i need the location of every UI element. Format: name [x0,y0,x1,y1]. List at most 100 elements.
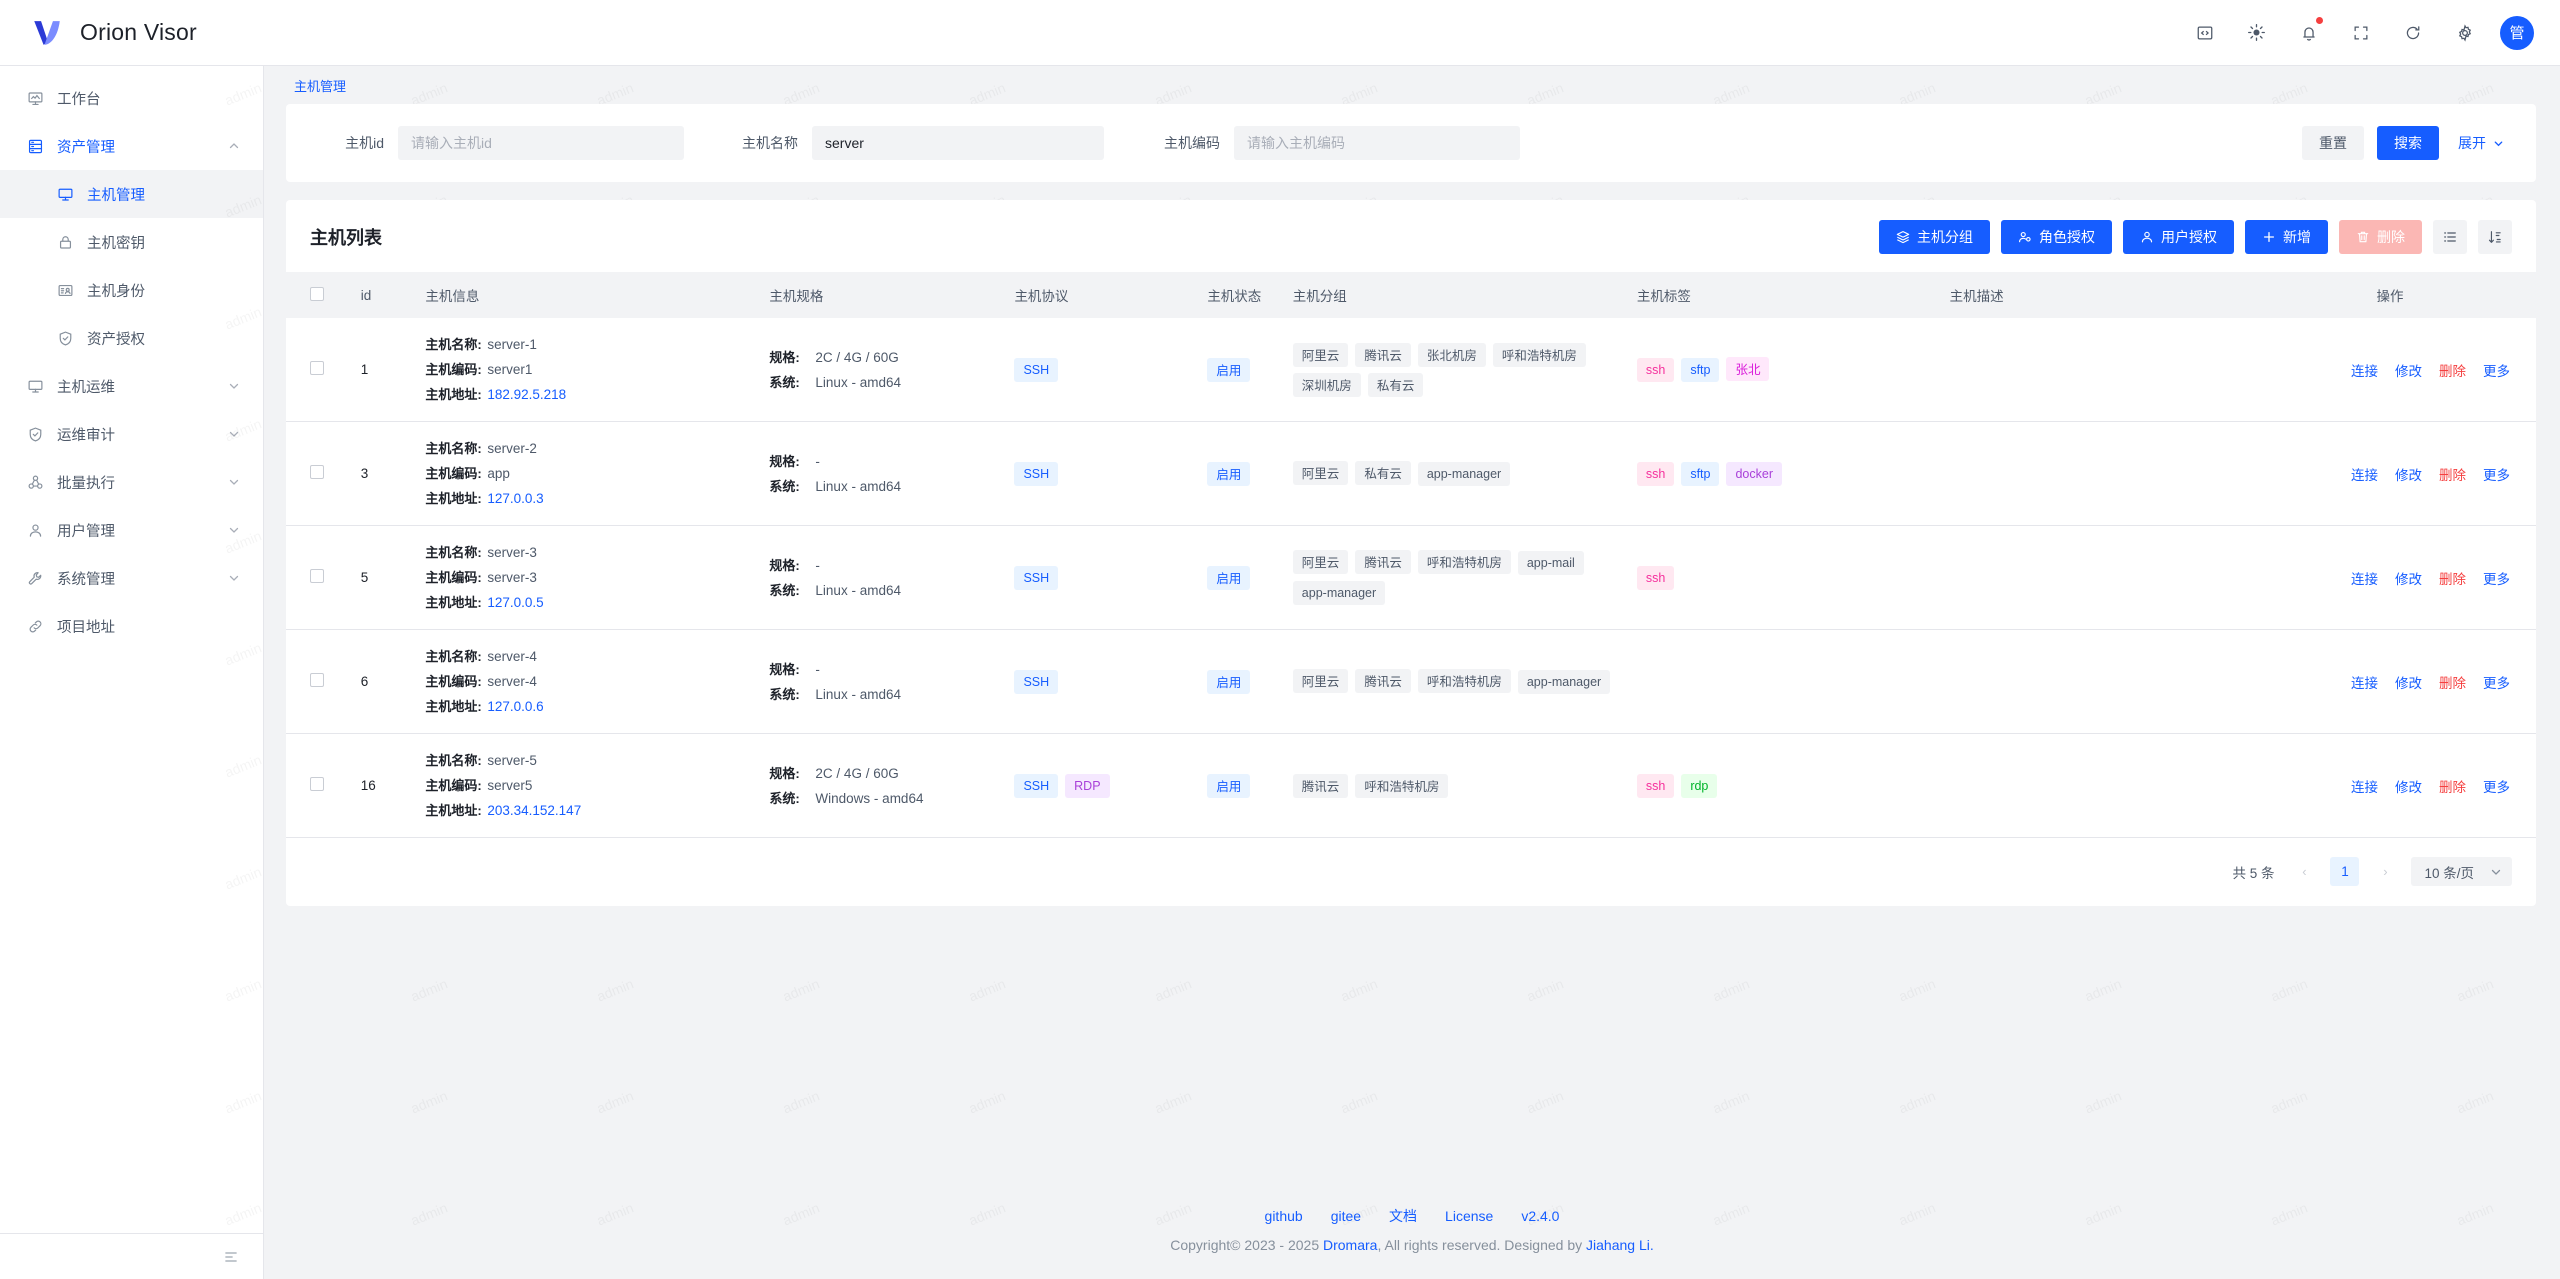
op-delete-link[interactable]: 删除 [2439,467,2466,483]
host-code-label: 主机编码: [425,466,482,481]
sidebar-item-workbench[interactable]: 工作台 [0,74,263,122]
host-name-label: 主机名称: [425,337,482,352]
sidebar-item-host-ops[interactable]: 主机运维 [0,362,263,410]
button-label: 角色授权 [2039,229,2095,245]
op-more-link[interactable]: 更多 [2483,363,2510,379]
sidebar-item-ops-audit[interactable]: 运维审计 [0,410,263,458]
refresh-icon[interactable] [2396,16,2429,49]
cell-operations: 连接 修改 删除 更多 [2244,733,2536,838]
sidebar: 工作台 资产管理 [0,66,264,1279]
host-name-input[interactable]: server [812,126,1104,160]
footer-link-license[interactable]: License [1445,1208,1494,1224]
op-edit-link[interactable]: 修改 [2395,779,2422,795]
op-delete-link[interactable]: 删除 [2439,675,2466,691]
footer-link-docs[interactable]: 文档 [1389,1208,1418,1224]
sidebar-item-asset-authorization[interactable]: 资产授权 [0,314,263,362]
op-more-link[interactable]: 更多 [2483,467,2510,483]
code-icon[interactable] [2188,16,2221,49]
chevron-down-icon [227,379,241,393]
page-size-select[interactable]: 10 条/页 [2411,857,2512,886]
row-checkbox[interactable] [310,777,324,791]
cell-host-info: 主机名称: server-2 主机编码: app 主机地址: 127.0.0.3 [417,421,762,526]
op-edit-link[interactable]: 修改 [2395,571,2422,587]
breadcrumb-current[interactable]: 主机管理 [286,71,355,99]
host-address-value[interactable]: 127.0.0.5 [487,595,544,610]
op-connect-link[interactable]: 连接 [2351,779,2378,795]
add-button[interactable]: 新增 [2245,220,2328,254]
sidebar-item-host-identity[interactable]: 主机身份 [0,266,263,314]
row-select-cell[interactable] [286,629,353,734]
sidebar-item-host-key[interactable]: 主机密钥 [0,218,263,266]
op-more-link[interactable]: 更多 [2483,675,2510,691]
sidebar-item-user-management[interactable]: 用户管理 [0,506,263,554]
op-delete-link[interactable]: 删除 [2439,363,2466,379]
footer-link-github[interactable]: github [1264,1208,1303,1224]
op-edit-link[interactable]: 修改 [2395,363,2422,379]
sidebar-item-asset-management[interactable]: 资产管理 [0,122,263,170]
host-code-input[interactable]: 请输入主机编码 [1234,126,1520,160]
op-connect-link[interactable]: 连接 [2351,363,2378,379]
cell-id: 1 [352,318,418,422]
host-id-input[interactable]: 请输入主机id [398,126,684,160]
op-delete-link[interactable]: 删除 [2439,779,2466,795]
search-button[interactable]: 搜索 [2377,126,2439,160]
op-edit-link[interactable]: 修改 [2395,675,2422,691]
host-address-value[interactable]: 182.92.5.218 [487,387,567,402]
col-host-spec: 主机规格 [761,272,1007,318]
select-all-checkbox[interactable] [310,286,324,301]
host-address-value[interactable]: 127.0.0.6 [487,699,544,714]
op-connect-link[interactable]: 连接 [2351,571,2378,587]
row-select-cell[interactable] [286,525,353,630]
copyright-author[interactable]: Jiahang Li. [1586,1237,1654,1253]
sort-columns-icon[interactable] [2478,220,2512,254]
settings-gear-icon[interactable] [2448,16,2481,49]
row-operations: 连接 修改 删除 更多 [2252,360,2528,380]
sidebar-item-project-address[interactable]: 项目地址 [0,602,263,650]
op-more-link[interactable]: 更多 [2483,571,2510,587]
host-group-button[interactable]: 主机分组 [1879,220,1990,254]
copyright-prefix: Copyright© 2023 - 2025 [1170,1237,1323,1253]
sidebar-item-batch-exec[interactable]: 批量执行 [0,458,263,506]
row-checkbox[interactable] [310,569,324,583]
avatar[interactable]: 管 [2500,15,2534,50]
sidebar-item-host-management[interactable]: 主机管理 [0,170,263,218]
host-address-value[interactable]: 127.0.0.3 [487,491,544,506]
fullscreen-icon[interactable] [2344,16,2377,49]
host-code-row: 主机编码: server-3 [425,565,753,590]
notification-bell-icon[interactable] [2292,16,2325,49]
expand-filter-button[interactable]: 展开 [2452,126,2510,160]
footer-link-version[interactable]: v2.4.0 [1521,1208,1560,1224]
role-authorization-button[interactable]: 角色授权 [2001,220,2112,254]
pagination-page-1[interactable]: 1 [2330,857,2360,886]
theme-light-icon[interactable] [2240,16,2273,49]
row-checkbox[interactable] [310,361,324,375]
sidebar-item-system-management[interactable]: 系统管理 [0,554,263,602]
group-tag: 阿里云 [1292,342,1349,367]
select-all-header[interactable] [286,272,353,318]
cell-host-description [1941,629,2244,734]
delete-button[interactable]: 删除 [2339,220,2422,254]
user-authorization-button[interactable]: 用户授权 [2123,220,2234,254]
row-select-cell[interactable] [286,733,353,838]
row-select-cell[interactable] [286,421,353,526]
sidebar-item-label: 运维审计 [57,427,115,444]
sidebar-collapse-button[interactable] [0,1233,263,1279]
op-more-link[interactable]: 更多 [2483,779,2510,795]
cell-host-spec: 规格: - 系统: Linux - amd64 [761,421,1007,526]
op-delete-link[interactable]: 删除 [2439,571,2466,587]
row-select-cell[interactable] [286,318,353,422]
host-address-value[interactable]: 203.34.152.147 [487,803,582,818]
density-list-icon[interactable] [2433,220,2467,254]
pagination-prev-button[interactable]: ‹ [2302,864,2307,879]
footer-link-gitee[interactable]: gitee [1330,1208,1362,1224]
row-checkbox[interactable] [310,673,324,687]
copyright-org[interactable]: Dromara [1323,1237,1378,1253]
pagination-next-button[interactable]: › [2383,864,2388,879]
op-edit-link[interactable]: 修改 [2395,467,2422,483]
brand[interactable]: Orion Visor [30,16,197,50]
reset-button[interactable]: 重置 [2302,126,2364,160]
row-checkbox[interactable] [310,465,324,479]
cell-id: 6 [352,629,418,734]
op-connect-link[interactable]: 连接 [2351,675,2378,691]
op-connect-link[interactable]: 连接 [2351,467,2378,483]
